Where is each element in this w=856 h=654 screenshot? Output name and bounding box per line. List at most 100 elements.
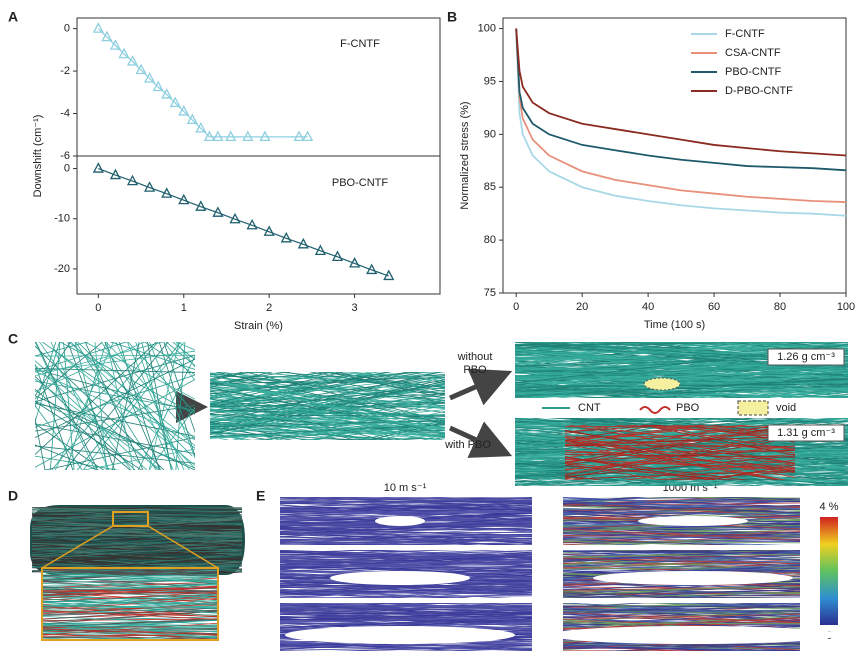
fiber xyxy=(64,342,169,470)
fiber xyxy=(35,370,195,441)
marker xyxy=(212,206,224,217)
fiber xyxy=(515,419,848,449)
fiber xyxy=(280,550,532,559)
fiber xyxy=(210,372,389,405)
fiber xyxy=(42,628,218,636)
fiber xyxy=(563,563,800,574)
fiber xyxy=(280,518,532,533)
fiber xyxy=(210,372,246,380)
fiber xyxy=(144,342,195,376)
fiber xyxy=(363,535,532,545)
fiber xyxy=(42,625,218,637)
fiber xyxy=(210,372,422,395)
fiber xyxy=(563,524,800,532)
fiber xyxy=(656,603,800,608)
fiber xyxy=(210,410,445,434)
fiber xyxy=(515,345,848,351)
fiber xyxy=(280,607,532,618)
fiber xyxy=(565,465,737,480)
fiber xyxy=(41,342,195,449)
marker xyxy=(331,250,344,262)
fiber xyxy=(565,441,795,465)
fiber xyxy=(32,534,242,537)
fiber xyxy=(515,344,848,384)
fiber xyxy=(35,395,195,470)
fiber xyxy=(35,342,96,470)
panel-label: D xyxy=(8,488,18,504)
fiber xyxy=(280,603,532,605)
fiber xyxy=(149,342,195,459)
fiber xyxy=(35,364,148,470)
fiber xyxy=(563,512,800,514)
fiber xyxy=(280,643,494,651)
fiber xyxy=(210,376,445,434)
density-box xyxy=(767,348,845,366)
fiber xyxy=(210,423,445,438)
fiber xyxy=(280,618,532,633)
fiber xyxy=(42,591,218,604)
fiber xyxy=(515,370,848,385)
fiber xyxy=(35,400,143,470)
void xyxy=(285,626,515,644)
fiber xyxy=(280,552,532,559)
fiber xyxy=(746,473,848,486)
fiber xyxy=(210,414,445,417)
marker xyxy=(302,130,314,142)
fiber xyxy=(515,456,848,462)
fiber xyxy=(565,439,795,449)
fiber xyxy=(280,580,532,593)
fiber xyxy=(515,343,848,370)
fiber xyxy=(42,586,218,599)
fiber xyxy=(32,561,242,563)
fiber xyxy=(210,397,445,429)
fiber xyxy=(669,381,848,398)
fiber xyxy=(563,530,800,536)
fiber xyxy=(280,509,532,520)
fiber xyxy=(42,572,218,581)
fiber xyxy=(84,342,144,470)
fiber xyxy=(331,643,532,651)
fiber xyxy=(563,586,800,592)
fiber xyxy=(210,432,367,440)
fiber xyxy=(515,467,725,486)
fiber xyxy=(563,507,800,518)
marker xyxy=(212,130,224,142)
fiber xyxy=(32,517,242,537)
fiber xyxy=(565,431,795,464)
panel-label: B xyxy=(447,9,457,25)
fiber xyxy=(32,551,242,565)
fiber xyxy=(109,342,195,370)
fiber xyxy=(563,565,800,579)
fiber xyxy=(515,342,606,354)
fiber xyxy=(515,342,680,361)
marker xyxy=(383,269,395,281)
fiber xyxy=(280,603,451,611)
fiber xyxy=(210,392,445,434)
fiber xyxy=(42,587,218,592)
fiber xyxy=(563,646,800,651)
fiber xyxy=(210,384,445,414)
fiber xyxy=(280,498,532,508)
fiber xyxy=(280,604,532,613)
fiber xyxy=(32,513,242,517)
fibers xyxy=(210,372,445,440)
fiber xyxy=(32,528,242,538)
fiber xyxy=(210,423,396,440)
fiber xyxy=(598,380,848,398)
fiber xyxy=(280,533,479,545)
fiber xyxy=(563,550,800,553)
fiber xyxy=(42,596,218,609)
fiber xyxy=(515,374,848,396)
fiber xyxy=(563,554,800,560)
void xyxy=(643,377,681,391)
fiber xyxy=(210,387,445,434)
fiber xyxy=(210,429,445,436)
fiber xyxy=(42,619,218,632)
fiber xyxy=(563,497,800,508)
label: without PBO xyxy=(457,351,493,376)
fiber xyxy=(563,553,800,558)
fiber xyxy=(210,409,445,416)
fiber xyxy=(280,559,532,571)
marker xyxy=(366,263,378,275)
fiber xyxy=(280,531,532,534)
